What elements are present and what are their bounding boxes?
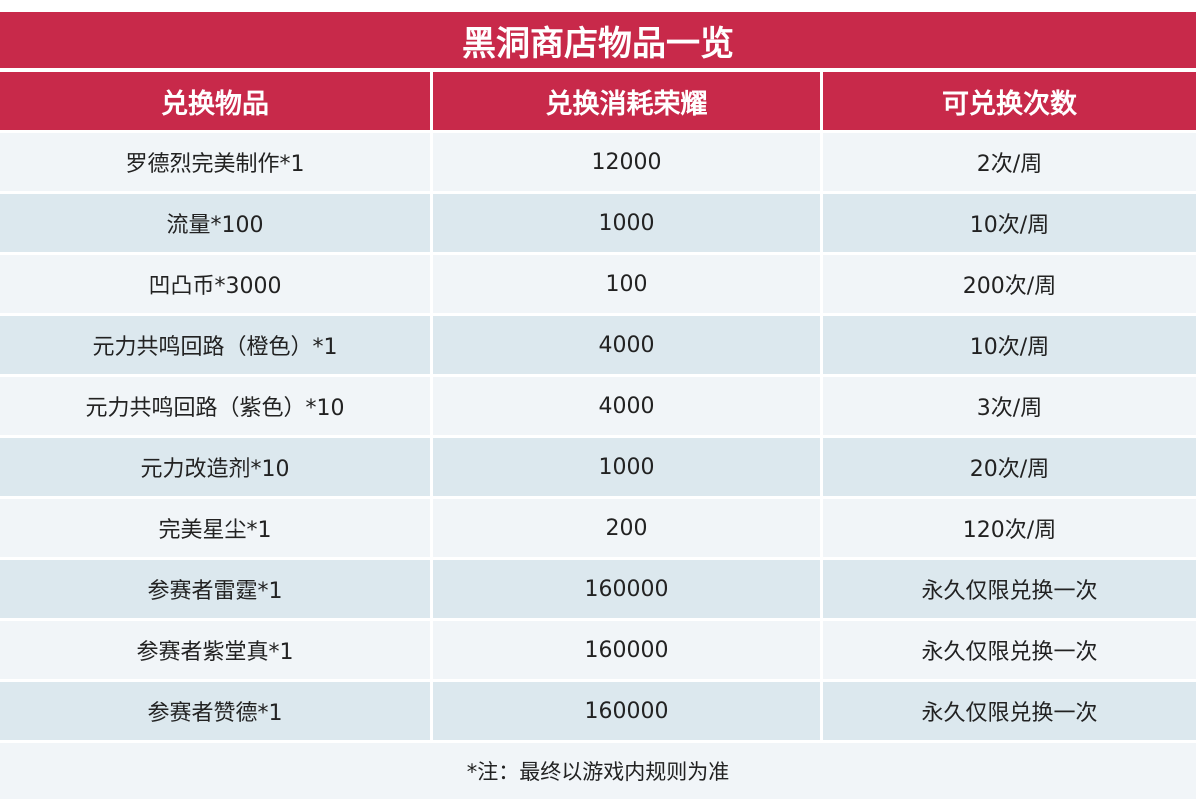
table-cell: 160000 (433, 621, 820, 679)
table-cell: 完美星尘*1 (0, 499, 430, 557)
table-cell: 元力共鸣回路（紫色）*10 (0, 377, 430, 435)
table-cell: 1000 (433, 194, 820, 252)
table-cell: 200次/周 (823, 255, 1196, 313)
table-cell: 4000 (433, 316, 820, 374)
table-cell: 2次/周 (823, 133, 1196, 191)
table-cell: 3次/周 (823, 377, 1196, 435)
table-cell: 12000 (433, 133, 820, 191)
table-cell: 参赛者雷霆*1 (0, 560, 430, 618)
table-cell: 参赛者紫堂真*1 (0, 621, 430, 679)
table-cell: 120次/周 (823, 499, 1196, 557)
table-cell: 流量*100 (0, 194, 430, 252)
table-cell: 凹凸币*3000 (0, 255, 430, 313)
table-cell: 4000 (433, 377, 820, 435)
header-cell: 可兑换次数 (823, 72, 1196, 130)
table-cell: 10次/周 (823, 316, 1196, 374)
table-cell: 20次/周 (823, 438, 1196, 496)
table-cell: 元力共鸣回路（橙色）*1 (0, 316, 430, 374)
table-cell: 200 (433, 499, 820, 557)
table-cell: 元力改造剂*10 (0, 438, 430, 496)
table-cell: 永久仅限兑换一次 (823, 621, 1196, 679)
table-cell: 160000 (433, 682, 820, 740)
header-cell: 兑换物品 (0, 72, 430, 130)
table-cell: 10次/周 (823, 194, 1196, 252)
table-cell: 参赛者赞德*1 (0, 682, 430, 740)
table-cell: 罗德烈完美制作*1 (0, 133, 430, 191)
table-cell: 永久仅限兑换一次 (823, 682, 1196, 740)
table-cell: 160000 (433, 560, 820, 618)
header-cell: 兑换消耗荣耀 (433, 72, 820, 130)
table-cell: 100 (433, 255, 820, 313)
title: 黑洞商店物品一览 (0, 12, 1196, 68)
note: *注：最终以游戏内规则为准 (0, 743, 1196, 799)
table-cell: 1000 (433, 438, 820, 496)
table-cell: 永久仅限兑换一次 (823, 560, 1196, 618)
